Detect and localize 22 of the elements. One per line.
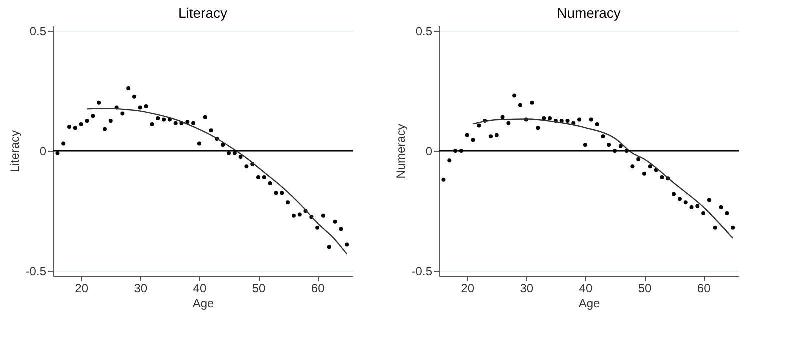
y-tick-label: 0.5 [416,24,433,38]
y-axis-title: Literacy [8,130,22,173]
y-tick-label: 0.5 [30,24,47,38]
x-tick-label: 30 [134,282,148,296]
x-tick-label: 60 [311,282,326,296]
x-axis-title: Age [578,296,600,310]
chart-title: Literacy [178,4,228,21]
x-tick-label: 30 [520,282,534,296]
y-tick-label: 0 [426,144,433,158]
x-tick-label: 20 [75,282,89,296]
x-tick-label: 60 [697,282,712,296]
y-tick-label: -0.5 [412,264,433,279]
y-axis-title: Numeracy [394,124,408,179]
y-tick-label: -0.5 [26,264,47,279]
x-axis-title: Age [192,296,214,310]
x-tick-label: 50 [638,282,652,296]
x-tick-label: 20 [461,282,475,296]
chart-title: Numeracy [557,4,621,21]
x-tick-label: 50 [252,282,266,296]
y-tick-label: 0 [40,144,47,158]
x-tick-label: 40 [193,282,207,296]
x-tick-label: 40 [579,282,593,296]
